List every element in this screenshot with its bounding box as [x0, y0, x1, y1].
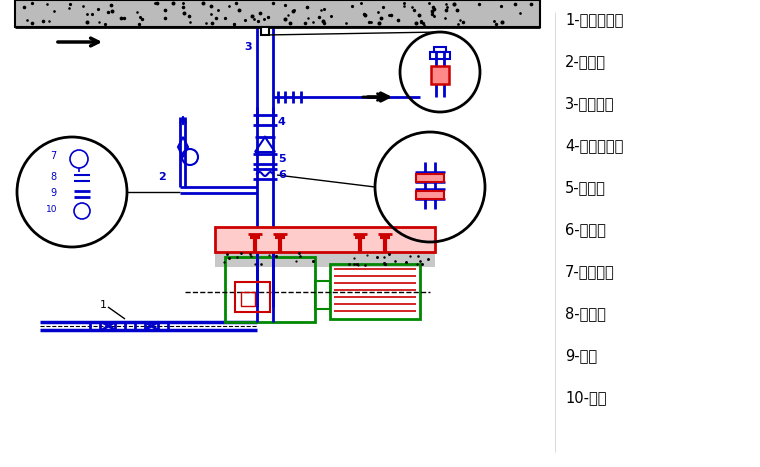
Text: 8-旋塞阅: 8-旋塞阅 [565, 306, 606, 321]
Bar [225, 257, 315, 322]
Text: 2-压力表: 2-压力表 [565, 54, 606, 69]
Text: 5-止回阅: 5-止回阅 [565, 180, 606, 195]
Bar [241, 292, 255, 306]
Bar [434, 47, 446, 52]
Bar [215, 227, 435, 252]
Bar [215, 251, 435, 267]
Text: 6-软接头: 6-软接头 [565, 222, 606, 237]
Text: 9: 9 [50, 188, 56, 198]
Text: 7: 7 [50, 151, 56, 161]
Text: 10-接头: 10-接头 [565, 390, 606, 405]
Text: 9-钉管: 9-钉管 [565, 348, 597, 363]
Bar [235, 282, 270, 312]
Text: 6: 6 [278, 170, 286, 180]
Text: 3-弹性吸架: 3-弹性吸架 [565, 96, 615, 111]
Bar [315, 281, 330, 309]
Text: 7-压力表盘: 7-压力表盘 [565, 264, 615, 279]
Text: 1-蝶阅或闸阅: 1-蝶阅或闸阅 [565, 12, 623, 27]
Text: 10: 10 [46, 205, 58, 213]
Bar [330, 264, 420, 319]
Text: 8: 8 [50, 172, 56, 182]
Bar [261, 27, 269, 35]
Bar [416, 174, 444, 182]
Text: 2: 2 [158, 172, 166, 182]
Text: 4: 4 [278, 117, 286, 127]
Text: 4-蝶阅或闸阅: 4-蝶阅或闸阅 [565, 138, 623, 153]
Bar [430, 52, 450, 59]
Bar [416, 191, 444, 199]
Text: 5: 5 [278, 154, 286, 164]
Text: 1: 1 [100, 300, 107, 310]
Text: 3: 3 [244, 42, 252, 52]
Bar [15, 0, 540, 27]
Bar [431, 66, 449, 84]
